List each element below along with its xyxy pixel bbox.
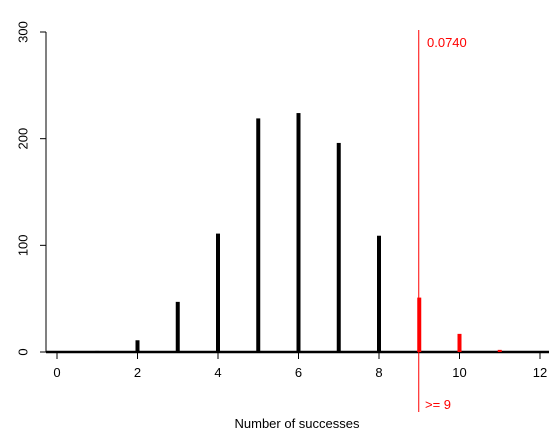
y-tick-label: 0 [15,348,30,355]
x-tick-label: 2 [134,365,141,380]
x-tick-label: 6 [295,365,302,380]
bar [175,301,180,352]
bar [296,113,301,352]
x-tick-label: 8 [375,365,382,380]
bars [95,113,502,353]
bar-highlight [457,333,462,352]
bar [256,118,261,353]
p-value-annotation: 0.0740 [427,35,467,50]
bar [336,142,341,352]
y-tick-label: 200 [15,128,30,150]
bar [95,350,100,352]
y-axis: 0 100 200 300 [15,21,47,356]
y-tick-label: 100 [15,234,30,256]
threshold-label: >= 9 [425,397,451,412]
x-tick-label: 0 [53,365,60,380]
x-tick-label: 10 [452,365,466,380]
x-tick-label: 4 [214,365,221,380]
bar [135,340,140,352]
bar [216,233,220,352]
bar-highlight [497,349,502,352]
bar [377,235,381,352]
y-tick-label: 300 [15,21,30,43]
x-axis-label: Number of successes [235,416,360,431]
x-tick-label: 12 [533,365,547,380]
x-axis: 0 2 4 6 8 10 12 [46,350,549,380]
